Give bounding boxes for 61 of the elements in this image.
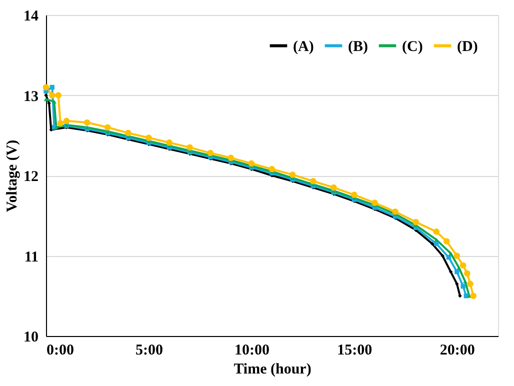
point bbox=[460, 262, 466, 269]
point bbox=[146, 134, 152, 141]
x-tick-label: 15:00 bbox=[337, 342, 372, 358]
point bbox=[49, 92, 56, 98]
point bbox=[228, 154, 234, 161]
point bbox=[54, 126, 58, 130]
point bbox=[460, 284, 466, 289]
y-tick-label: 12 bbox=[24, 169, 38, 185]
point bbox=[42, 84, 50, 90]
point bbox=[125, 130, 132, 136]
point bbox=[455, 282, 459, 286]
point bbox=[55, 92, 62, 98]
point bbox=[104, 124, 111, 131]
y-tick-label: 10 bbox=[24, 330, 38, 346]
y-tick-label: 13 bbox=[24, 88, 38, 105]
point bbox=[84, 119, 90, 126]
point bbox=[310, 178, 316, 184]
point bbox=[44, 93, 48, 98]
legend-label: (D) bbox=[457, 38, 478, 55]
x-tick-label: 0:00 bbox=[46, 342, 74, 358]
point bbox=[443, 238, 450, 244]
point bbox=[248, 160, 255, 167]
point bbox=[186, 144, 193, 151]
y-axis-title: Voltage (V) bbox=[4, 140, 20, 212]
point bbox=[434, 238, 438, 242]
point bbox=[63, 118, 70, 124]
point bbox=[454, 269, 460, 274]
point bbox=[470, 292, 477, 300]
x-tick-label: 10:00 bbox=[234, 342, 270, 358]
y-tick-label: 11 bbox=[24, 249, 38, 266]
point bbox=[57, 120, 64, 126]
point bbox=[463, 280, 468, 284]
point bbox=[454, 252, 460, 259]
point bbox=[207, 150, 214, 156]
point bbox=[446, 255, 452, 260]
legend-label: (A) bbox=[293, 38, 314, 55]
legend-label: (C) bbox=[402, 38, 423, 55]
y-tick-label: 14 bbox=[24, 8, 39, 24]
x-tick-label: 20:00 bbox=[440, 342, 475, 358]
point bbox=[440, 254, 444, 258]
point bbox=[50, 84, 55, 90]
legend-label: (B) bbox=[348, 38, 368, 55]
point bbox=[44, 97, 48, 102]
point bbox=[412, 218, 419, 226]
x-tick-label: 5:00 bbox=[135, 342, 163, 358]
point bbox=[166, 139, 172, 146]
point bbox=[372, 200, 378, 206]
point bbox=[268, 166, 276, 172]
x-axis-title: Time (hour) bbox=[234, 362, 312, 378]
point bbox=[52, 100, 56, 104]
point bbox=[448, 252, 453, 256]
point bbox=[458, 294, 462, 298]
point bbox=[467, 280, 474, 287]
point bbox=[351, 192, 358, 198]
point bbox=[289, 172, 296, 178]
point bbox=[434, 241, 439, 246]
point bbox=[433, 228, 440, 235]
point bbox=[464, 270, 470, 277]
point bbox=[456, 266, 462, 270]
point bbox=[330, 184, 337, 191]
point bbox=[392, 208, 398, 215]
